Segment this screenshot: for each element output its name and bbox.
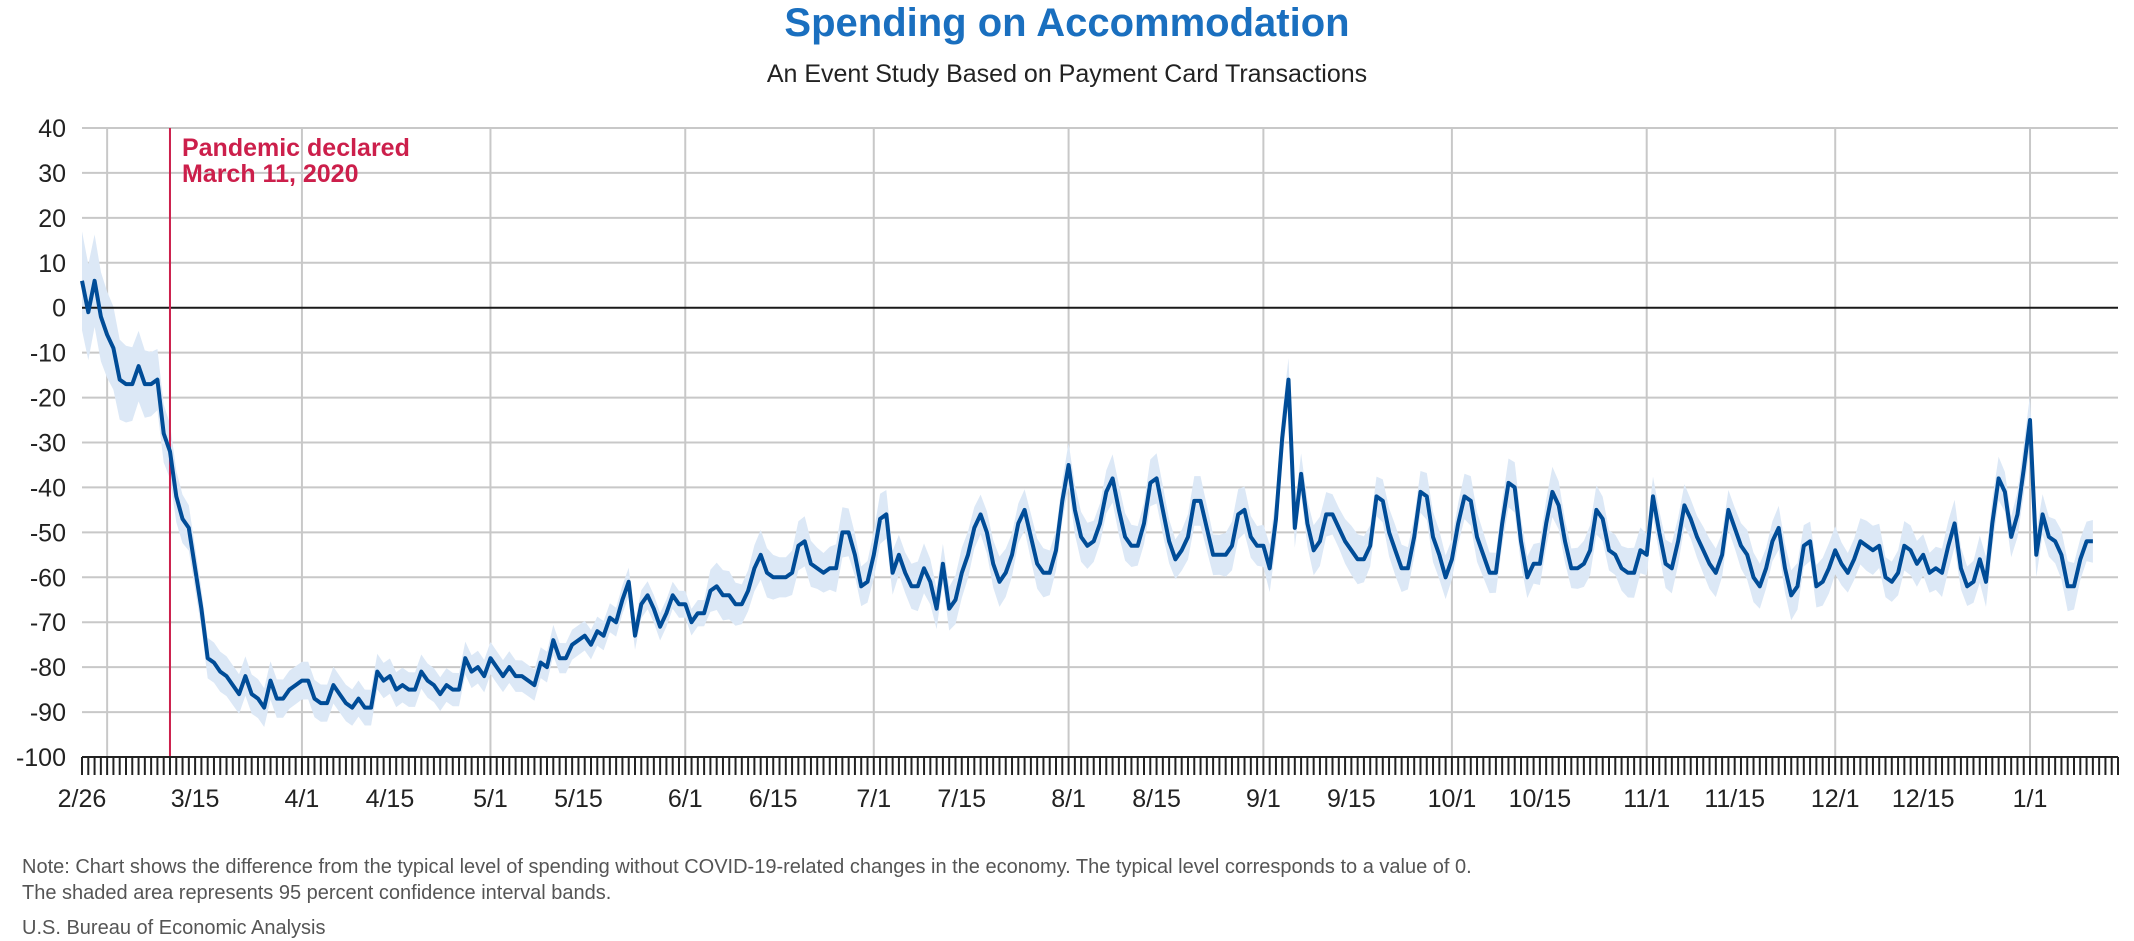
x-tick-label: 7/1 (856, 785, 891, 813)
x-tick-label: 10/1 (1428, 785, 1477, 813)
x-tick-label: 3/15 (171, 785, 220, 813)
note-line-1: Note: Chart shows the difference from th… (22, 856, 1472, 878)
x-tick-label: 8/1 (1051, 785, 1086, 813)
x-tick-label: 1/1 (2013, 785, 2048, 813)
x-tick-label: 11/15 (1704, 785, 1765, 813)
x-tick-label: 9/15 (1327, 785, 1376, 813)
y-tick-label: 30 (38, 160, 66, 188)
note-line-2: The shaded area represents 95 percent co… (22, 882, 612, 904)
y-tick-label: -40 (30, 474, 66, 502)
y-tick-label: -90 (30, 699, 66, 727)
confidence-band (82, 231, 2093, 728)
x-tick-label: 7/15 (937, 785, 986, 813)
x-tick-label: 2/26 (58, 785, 107, 813)
y-tick-label: 10 (38, 250, 66, 278)
x-tick-label: 9/1 (1246, 785, 1281, 813)
y-tick-label: -10 (30, 340, 66, 368)
x-tick-label: 12/1 (1811, 785, 1860, 813)
pandemic-annotation-line-2: March 11, 2020 (182, 160, 359, 188)
y-tick-label: 20 (38, 205, 66, 233)
x-tick-label: 5/1 (473, 785, 508, 813)
y-tick-label: 40 (38, 115, 66, 143)
x-tick-label: 6/15 (749, 785, 798, 813)
x-axis-tick-labels: 2/26 3/15 4/1 4/15 5/1 5/15 6/1 6/15 7/1 7/15 8/1 8… (58, 785, 2048, 813)
y-tick-label: -60 (30, 564, 66, 592)
x-tick-label: 10/15 (1509, 785, 1572, 813)
x-axis-ticks (81, 757, 2119, 775)
y-tick-label: -70 (30, 609, 66, 637)
y-axis-tick-labels: 40 30 20 10 0 -10 -20 -30 -40 -50 -60 -70 -80 -90 -100 (16, 115, 66, 772)
y-tick-label: -80 (30, 654, 66, 682)
source-text: U.S. Bureau of Economic Analysis (22, 917, 326, 939)
chart-subtitle: An Event Study Based on Payment Card Tra… (766, 60, 1368, 88)
y-tick-label: -100 (16, 744, 66, 772)
x-tick-label: 5/15 (554, 785, 603, 813)
y-tick-label: -50 (30, 519, 66, 547)
pandemic-annotation-line-1: Pandemic declared (182, 134, 410, 162)
horizontal-gridlines (82, 127, 2118, 714)
x-tick-label: 6/1 (668, 785, 703, 813)
x-tick-label: 4/1 (285, 785, 320, 813)
chart-area: Pandemic declared March 11, 2020 40 30 20 1… (16, 115, 2119, 813)
x-tick-label: 11/1 (1623, 785, 1670, 813)
y-tick-label: -20 (30, 385, 66, 413)
x-tick-label: 8/15 (1132, 785, 1181, 813)
chart-title: Spending on Accommodation (784, 1, 1350, 45)
y-tick-label: -30 (30, 430, 66, 458)
series-line (80, 278, 2093, 710)
x-tick-label: 12/15 (1892, 785, 1955, 813)
y-tick-label: 0 (52, 295, 66, 323)
x-tick-label: 4/15 (366, 785, 415, 813)
